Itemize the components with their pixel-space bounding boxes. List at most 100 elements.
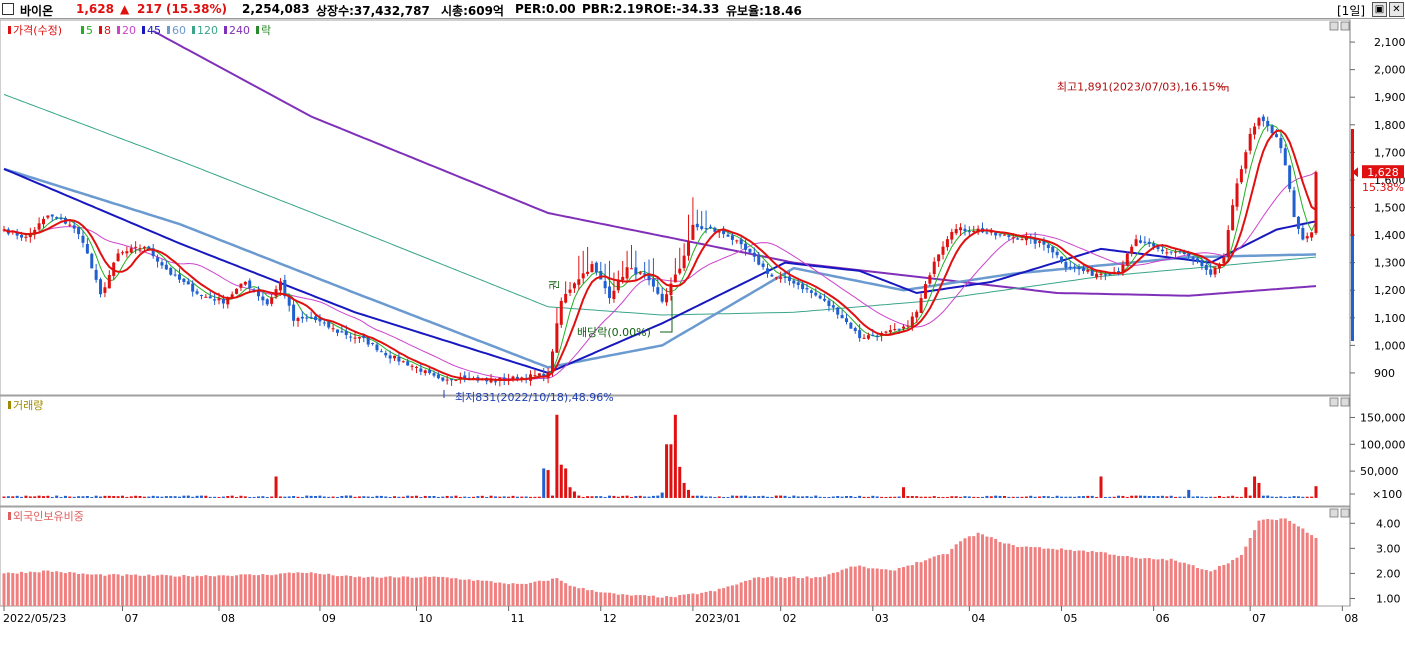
volume-bar (923, 496, 927, 498)
foreign-tick-label: 3.00 (1376, 542, 1401, 555)
candle-body (419, 368, 423, 372)
period-selector[interactable]: [1일] (1337, 4, 1366, 18)
candle-body (134, 246, 138, 248)
candle-body (1130, 246, 1134, 254)
foreign-bar (147, 574, 151, 606)
candle-body (818, 295, 822, 299)
foreign-bar (296, 572, 300, 606)
volume-bar (1002, 495, 1006, 498)
candle-body (568, 289, 572, 293)
foreign-bar (463, 579, 467, 606)
foreign-bar (564, 583, 568, 606)
volume-bar (1024, 496, 1028, 498)
volume-bar (910, 495, 914, 498)
close-icon[interactable]: ✕ (1389, 2, 1404, 17)
volume-bar (1292, 496, 1296, 498)
candle-body (257, 290, 261, 297)
volume-bar (787, 496, 791, 498)
volume-bar (147, 496, 151, 498)
volume-bar (454, 495, 458, 498)
x-tick-label: 05 (1063, 612, 1077, 625)
foreign-bar (1275, 520, 1279, 606)
candle-body (902, 326, 906, 329)
candle-body (634, 267, 638, 275)
candle-body (1248, 133, 1252, 151)
volume-bar (90, 496, 94, 498)
volume-bar (1077, 496, 1081, 498)
volume-bar (502, 496, 506, 498)
candle-body (932, 261, 936, 275)
candle-body (713, 227, 717, 232)
volume-bar (875, 496, 879, 498)
candle-body (314, 316, 318, 321)
volume-bar (393, 496, 397, 498)
candle-body (46, 215, 50, 218)
candle-body (647, 273, 651, 281)
volume-bar (226, 496, 230, 498)
volume-bar (1248, 495, 1252, 498)
candle-body (695, 223, 699, 228)
volume-bar (507, 496, 511, 498)
foreign-bar (77, 573, 81, 606)
candle-body (1292, 190, 1296, 218)
volume-bar (1007, 496, 1011, 498)
volume-bar (1204, 496, 1208, 498)
x-tick-label: 2023/01 (695, 612, 741, 625)
candle-body (928, 275, 932, 284)
foreign-bar (950, 548, 954, 606)
x-tick-label: 04 (971, 612, 985, 625)
price-tick-label: 1,700 (1374, 146, 1405, 159)
restore-icon[interactable]: ▣ (1372, 2, 1387, 17)
foreign-bar (967, 536, 971, 606)
foreign-bar (292, 573, 296, 606)
volume-bar (20, 496, 24, 498)
volume-tick-label: 100,000 (1360, 438, 1405, 451)
volume-bar (1231, 495, 1235, 498)
volume-bar (972, 496, 976, 498)
candle-body (555, 323, 559, 353)
foreign-bar (796, 577, 800, 606)
volume-bar (1112, 496, 1116, 498)
stock-name: 바이온 (20, 4, 54, 18)
x-tick-label: 08 (1344, 612, 1358, 625)
volume-bar (577, 495, 581, 498)
volume-bar (59, 496, 63, 498)
volume-bar (1147, 496, 1151, 498)
candle-body (107, 274, 111, 289)
volume-bar (445, 495, 449, 498)
foreign-bar (542, 580, 546, 606)
candle-body (744, 243, 748, 250)
foreign-bar (239, 574, 243, 606)
candle-body (621, 276, 625, 281)
volume-bar (1213, 496, 1217, 498)
volume-bar (529, 496, 533, 498)
volume-bar (1196, 496, 1200, 498)
candle-body (967, 231, 971, 233)
volume-bar (335, 496, 339, 498)
foreign-tick-label: 4.00 (1376, 517, 1401, 530)
candle-body (1138, 240, 1142, 243)
candle-body (1266, 120, 1270, 127)
foreign-bar (480, 580, 484, 606)
foreign-bar (643, 595, 647, 606)
volume-bar (888, 496, 892, 498)
volume-tick-label: ×100 (1372, 488, 1402, 501)
candle-body (1283, 148, 1287, 166)
candle-body (1081, 267, 1085, 272)
volume-bar (77, 496, 81, 498)
candle-body (985, 232, 989, 234)
volume-bar (120, 495, 124, 498)
volume-bar (550, 495, 554, 498)
foreign-bar (248, 574, 252, 606)
volume-bar (638, 495, 642, 498)
foreign-bar (156, 575, 160, 606)
foreign-bar (28, 571, 32, 606)
candle-body (1152, 243, 1156, 247)
panel-frame-0 (0, 19, 1351, 396)
window-checkbox[interactable] (2, 3, 14, 15)
foreign-bar (1253, 530, 1257, 606)
price-tick-label: 1,400 (1374, 229, 1405, 242)
foreign-bar (805, 576, 809, 606)
price-tick-label: 1,200 (1374, 284, 1405, 297)
volume-bar (340, 495, 344, 498)
